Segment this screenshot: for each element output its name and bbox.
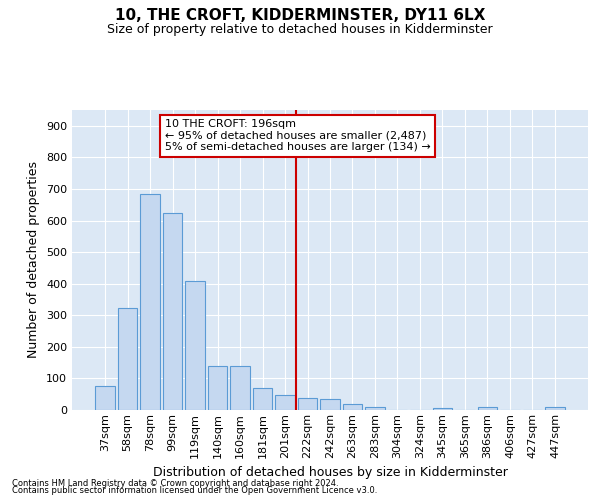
Bar: [208, 366, 227, 410]
Bar: [478, 408, 497, 410]
Bar: [118, 308, 137, 410]
Bar: [185, 280, 205, 410]
Text: Contains public sector information licensed under the Open Government Licence v3: Contains public sector information licen…: [12, 486, 377, 495]
X-axis label: Distribution of detached houses by size in Kidderminster: Distribution of detached houses by size …: [152, 466, 508, 479]
Bar: [320, 399, 340, 410]
Bar: [140, 194, 160, 410]
Bar: [545, 408, 565, 410]
Bar: [275, 395, 295, 410]
Text: Contains HM Land Registry data © Crown copyright and database right 2024.: Contains HM Land Registry data © Crown c…: [12, 478, 338, 488]
Bar: [163, 212, 182, 410]
Bar: [95, 386, 115, 410]
Bar: [298, 398, 317, 410]
Text: 10 THE CROFT: 196sqm
← 95% of detached houses are smaller (2,487)
5% of semi-det: 10 THE CROFT: 196sqm ← 95% of detached h…: [165, 119, 431, 152]
Bar: [343, 404, 362, 410]
Text: Size of property relative to detached houses in Kidderminster: Size of property relative to detached ho…: [107, 22, 493, 36]
Bar: [365, 407, 385, 410]
Bar: [433, 408, 452, 410]
Y-axis label: Number of detached properties: Number of detached properties: [28, 162, 40, 358]
Text: 10, THE CROFT, KIDDERMINSTER, DY11 6LX: 10, THE CROFT, KIDDERMINSTER, DY11 6LX: [115, 8, 485, 22]
Bar: [230, 366, 250, 410]
Bar: [253, 388, 272, 410]
